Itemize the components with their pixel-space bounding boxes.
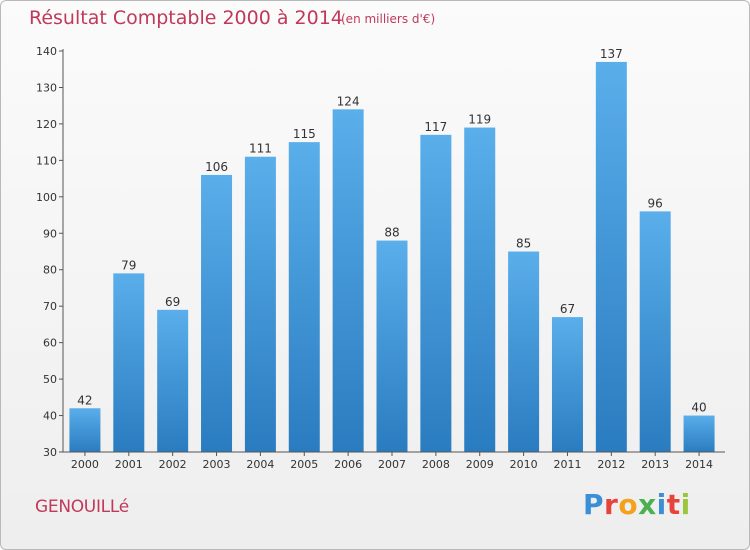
bar xyxy=(376,240,408,452)
bar-value-label: 40 xyxy=(691,401,706,415)
x-tick-label: 2014 xyxy=(685,458,713,471)
bar-value-label: 137 xyxy=(600,47,623,61)
x-tick-label: 2013 xyxy=(641,458,669,471)
y-tick-label: 130 xyxy=(36,81,57,94)
x-tick-label: 2000 xyxy=(71,458,99,471)
bar-value-label: 106 xyxy=(205,160,228,174)
bar-value-label: 69 xyxy=(165,295,180,309)
x-tick-label: 2003 xyxy=(203,458,231,471)
y-tick-label: 80 xyxy=(43,264,57,277)
bar xyxy=(69,408,101,452)
bar xyxy=(157,309,189,452)
x-tick-label: 2007 xyxy=(378,458,406,471)
place-name: GENOUILLé xyxy=(35,497,129,517)
bar xyxy=(551,317,583,452)
y-tick-label: 50 xyxy=(43,373,57,386)
logo-letter: t xyxy=(666,488,681,521)
bar xyxy=(332,109,364,452)
y-tick-label: 30 xyxy=(43,446,57,459)
bar xyxy=(639,211,671,452)
x-tick-label: 2012 xyxy=(597,458,625,471)
x-tick-label: 2001 xyxy=(115,458,143,471)
y-tick-label: 120 xyxy=(36,118,57,131)
bar xyxy=(683,415,715,452)
chart-subtitle: (en milliers d'€) xyxy=(341,12,436,26)
bar xyxy=(420,134,452,452)
bar xyxy=(113,273,145,452)
bar xyxy=(508,251,540,452)
logo-letter: o xyxy=(618,488,639,521)
bar xyxy=(244,156,276,452)
y-tick-label: 60 xyxy=(43,337,57,350)
y-tick-label: 110 xyxy=(36,154,57,167)
x-tick-label: 2002 xyxy=(159,458,187,471)
bar-value-label: 79 xyxy=(121,258,136,272)
y-tick-label: 90 xyxy=(43,227,57,240)
bar-value-label: 115 xyxy=(293,127,316,141)
logo-letter: i xyxy=(656,488,667,521)
logo-letter: P xyxy=(583,488,605,521)
logo-letter: r xyxy=(604,488,619,521)
x-tick-label: 2011 xyxy=(553,458,581,471)
bar xyxy=(288,142,320,453)
chart-title: Résultat Comptable 2000 à 2014 xyxy=(29,7,343,29)
y-tick-label: 100 xyxy=(36,191,57,204)
logo-letter: i xyxy=(680,488,691,521)
bar-value-label: 117 xyxy=(424,120,447,134)
bar-value-label: 85 xyxy=(516,237,531,251)
y-tick-label: 140 xyxy=(36,45,57,58)
x-tick-label: 2005 xyxy=(290,458,318,471)
bar-value-label: 88 xyxy=(384,226,399,240)
proxiti-logo: Proxiti xyxy=(583,488,691,521)
y-tick-label: 70 xyxy=(43,300,57,313)
x-tick-label: 2009 xyxy=(466,458,494,471)
bar-value-label: 96 xyxy=(648,196,663,210)
bar-value-label: 42 xyxy=(77,393,92,407)
logo-letter: x xyxy=(638,488,657,521)
y-tick-label: 40 xyxy=(43,410,57,423)
bar xyxy=(201,174,233,453)
x-tick-label: 2008 xyxy=(422,458,450,471)
bar-value-label: 111 xyxy=(249,142,272,156)
bar xyxy=(595,61,627,452)
bar-value-label: 67 xyxy=(560,302,575,316)
bar-value-label: 119 xyxy=(468,113,491,127)
x-tick-label: 2006 xyxy=(334,458,362,471)
bar xyxy=(464,127,496,453)
x-tick-label: 2010 xyxy=(510,458,538,471)
bar-value-label: 124 xyxy=(337,94,360,108)
x-tick-label: 2004 xyxy=(246,458,274,471)
